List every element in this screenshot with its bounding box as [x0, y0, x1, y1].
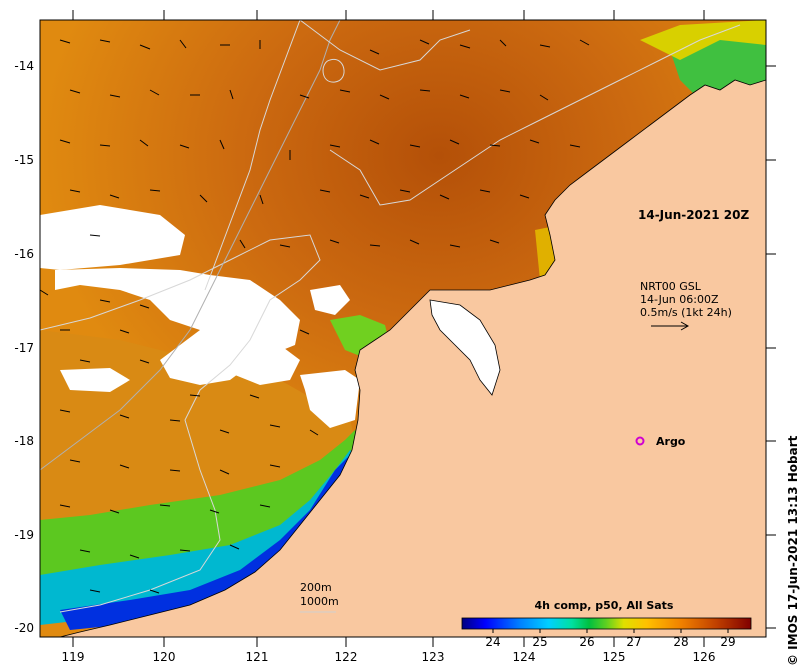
current-source-label: NRT00 GSL	[640, 280, 702, 293]
colorbar-tick-label: 27	[626, 635, 641, 649]
current-scale-arrow-icon	[651, 321, 690, 331]
colorbar-ticks	[492, 629, 729, 633]
current-time-label: 14-Jun 06:00Z	[640, 293, 719, 306]
lat-tick-label: -19	[14, 528, 34, 542]
bathy-legend-1000m: 1000m	[300, 595, 339, 608]
lon-tick-label: 124	[513, 650, 536, 664]
current-scale-label: 0.5m/s (1kt 24h)	[640, 306, 732, 319]
colorbar-tick-label: 25	[532, 635, 547, 649]
sst-green-band	[40, 430, 360, 605]
lon-tick-label: 125	[603, 650, 626, 664]
current-vectors	[39, 39, 590, 594]
credit-text: © IMOS 17-Jun-2021 13:13 Hobart	[786, 435, 800, 666]
lon-tick-label: 120	[153, 650, 176, 664]
colorbar	[461, 617, 752, 630]
colorbar-tick-label: 28	[673, 635, 688, 649]
plot-frame	[39, 19, 767, 638]
lat-tick-label: -20	[14, 621, 34, 635]
bathymetry-contours	[40, 20, 741, 613]
colorbar-tick-label: 29	[720, 635, 735, 649]
lat-tick-label: -17	[14, 341, 34, 355]
bathy-legend-200m: 200m	[300, 581, 332, 594]
land-king-sound	[429, 299, 501, 396]
lon-tick-label: 123	[422, 650, 445, 664]
lat-tick-label: -14	[14, 59, 34, 73]
colorbar-title: 4h comp, p50, All Sats	[535, 599, 674, 612]
land-kimberley	[59, 79, 766, 637]
colorbar-tick-label: 24	[485, 635, 500, 649]
lon-tick-label: 119	[62, 650, 85, 664]
lon-tick-label: 126	[693, 650, 716, 664]
image-timestamp: 14-Jun-2021 20Z	[638, 208, 749, 222]
argo-marker-icon	[635, 436, 645, 446]
lat-tick-label: -16	[14, 247, 34, 261]
colorbar-tick-label: 26	[579, 635, 594, 649]
lat-tick-label: -18	[14, 434, 34, 448]
sst-cyan-band	[40, 450, 358, 625]
lat-tick-label: -15	[14, 153, 34, 167]
argo-label: Argo	[656, 435, 686, 448]
sst-yellow-patch-ne	[640, 20, 766, 60]
lon-tick-label: 122	[335, 650, 358, 664]
lon-tick-label: 121	[246, 650, 269, 664]
axis-tick-marks	[72, 10, 776, 647]
